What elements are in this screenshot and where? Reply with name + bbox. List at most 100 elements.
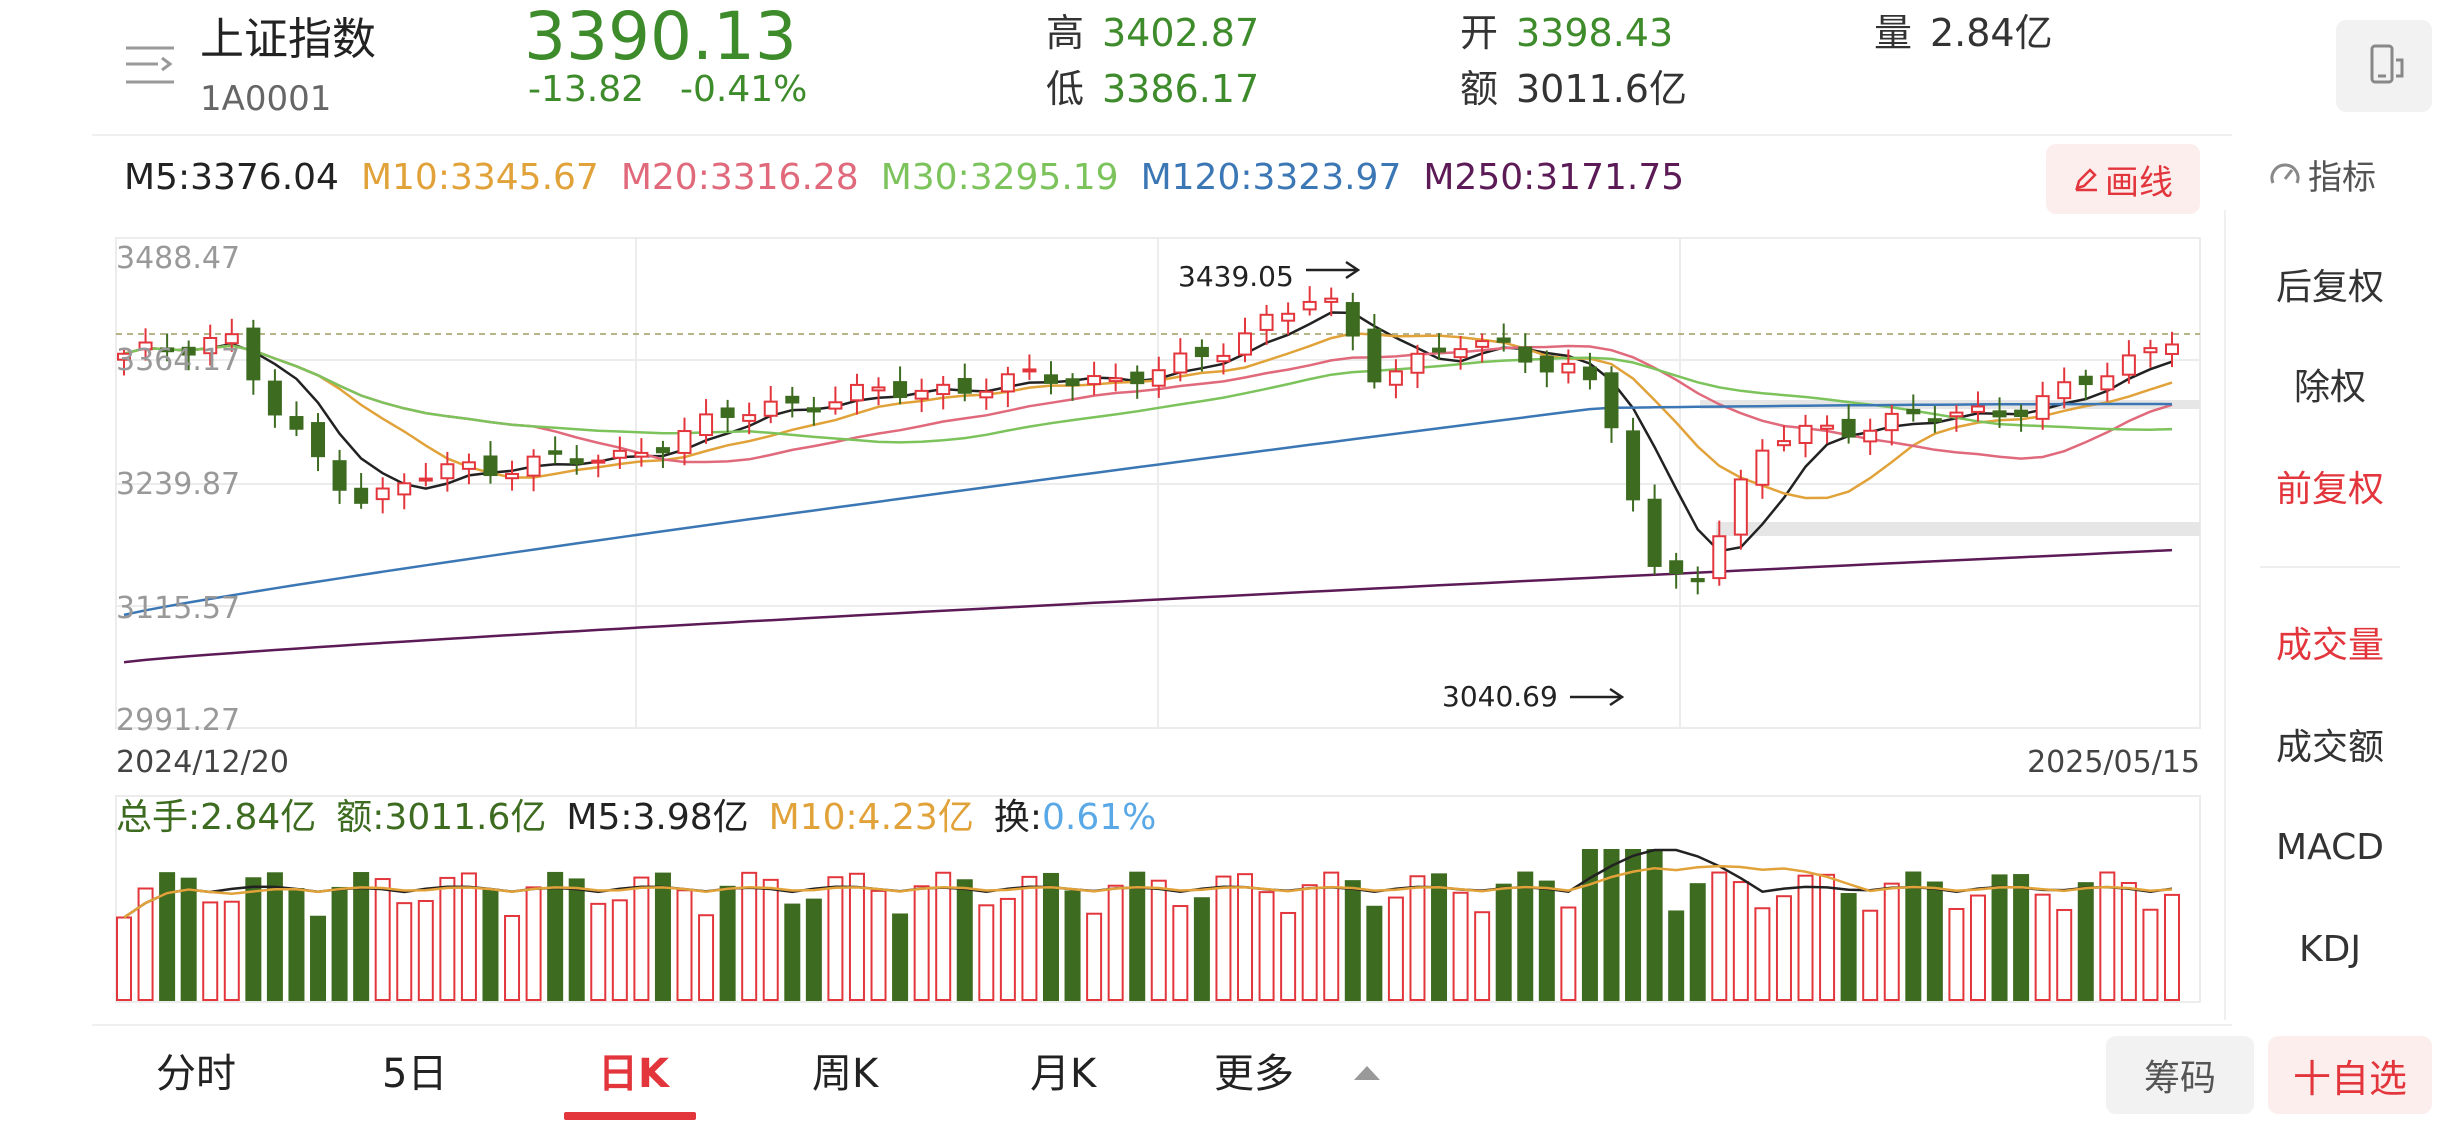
volume-bar xyxy=(892,913,909,1002)
volume-bar xyxy=(1581,849,1598,1001)
volume-bar xyxy=(784,903,801,1002)
screen-rotate-icon xyxy=(2370,44,2404,84)
candlestick xyxy=(2014,404,2029,432)
side-item-kdj[interactable]: KDJ xyxy=(2299,929,2361,970)
turnover-value: 0.61% xyxy=(1041,797,1157,838)
volume-bar xyxy=(978,904,995,1002)
volume-m5: M5:3.98亿 xyxy=(566,797,749,838)
candlestick xyxy=(1453,335,1468,370)
volume-bar xyxy=(1840,893,1857,1002)
caret-up-icon[interactable] xyxy=(1354,1066,1380,1080)
y-tick-label: 3239.87 xyxy=(116,467,240,502)
tab-more[interactable]: 更多 xyxy=(1214,1051,1294,1097)
candlestick xyxy=(1151,356,1166,398)
candlestick xyxy=(1841,404,1856,444)
volume-bar xyxy=(1280,911,1297,1001)
side-item-qfq[interactable]: 前复权 xyxy=(2275,469,2384,510)
screen-rotate-button[interactable] xyxy=(2336,20,2432,112)
volume-bar xyxy=(245,877,262,1002)
volume-bar xyxy=(1344,880,1361,1001)
ma-legend-m120: M120:3323.97 xyxy=(1140,157,1402,198)
y-tick-label: 3115.57 xyxy=(116,591,240,626)
volume-bar xyxy=(374,878,391,1001)
side-item-macd[interactable]: MACD xyxy=(2276,827,2384,868)
side-item-amount[interactable]: 成交额 xyxy=(2275,727,2384,768)
ma-legend-m5: M5:3376.04 xyxy=(124,157,339,198)
volume-bar xyxy=(676,889,693,1002)
ma-legend-m10: M10:3345.67 xyxy=(360,157,599,198)
indicator-button[interactable]: 指标 xyxy=(2268,152,2376,198)
candlestick xyxy=(2100,362,2115,402)
add-watchlist-button[interactable]: 十自选 xyxy=(2268,1036,2432,1114)
tab-monthly-k[interactable]: 月K xyxy=(1030,1051,1097,1097)
menu-icon[interactable] xyxy=(124,42,178,88)
volume-bar xyxy=(1560,906,1577,1001)
candlestick xyxy=(1043,361,1058,395)
side-item-hfq[interactable]: 后复权 xyxy=(2275,267,2384,308)
volume-bar xyxy=(1021,875,1038,1002)
candlestick xyxy=(893,366,908,405)
volume-bar xyxy=(741,871,758,1001)
volume-bar xyxy=(1991,874,2008,1002)
volume-bar xyxy=(1258,891,1275,1001)
volume-bar xyxy=(1969,894,1986,1001)
volume-bar xyxy=(2034,893,2051,1001)
candlestick xyxy=(763,385,778,424)
candlestick xyxy=(1733,469,1748,550)
side-item-volume[interactable]: 成交量 xyxy=(2275,625,2384,666)
max-price-annotation: 3439.05 xyxy=(1178,260,1294,293)
gap-band xyxy=(1716,522,2200,536)
candlestick xyxy=(785,386,800,418)
candlestick xyxy=(1518,333,1533,374)
candlestick xyxy=(1712,520,1727,586)
volume-bar xyxy=(1409,875,1426,1001)
candlestick xyxy=(418,462,433,487)
candlestick xyxy=(806,396,821,426)
candlestick xyxy=(1626,417,1641,512)
candlestick xyxy=(1669,552,1684,589)
price-change-pct: -0.41% xyxy=(680,69,808,110)
candlestick xyxy=(1432,333,1447,361)
volume-legend: 总手:2.84亿 额:3011.6亿 M5:3.98亿 M10:4.23亿 换:… xyxy=(116,798,1156,838)
candlestick xyxy=(332,449,347,504)
candlestick xyxy=(117,347,131,376)
volume-bar xyxy=(913,885,930,1001)
candlestick xyxy=(1539,350,1554,388)
volume-bar xyxy=(417,900,434,1001)
volume-bar xyxy=(1323,871,1340,1002)
volume-bar xyxy=(870,889,887,1002)
side-item-cq[interactable]: 除权 xyxy=(2293,367,2366,408)
tab-5day[interactable]: 5日 xyxy=(382,1051,448,1097)
tab-active-indicator xyxy=(564,1112,696,1120)
candlestick xyxy=(181,340,196,371)
candlestick xyxy=(1970,391,1985,422)
side-divider xyxy=(2260,566,2400,568)
volume-amount: 额:3011.6亿 xyxy=(336,797,547,838)
volume-bar xyxy=(1646,849,1663,1001)
tab-daily-k[interactable]: 日K xyxy=(598,1051,669,1097)
volume-bar xyxy=(439,876,456,1002)
open-value: 3398.43 xyxy=(1516,11,1674,55)
tab-weekly-k[interactable]: 周K xyxy=(812,1051,879,1097)
chips-button[interactable]: 筹码 xyxy=(2106,1036,2254,1114)
candlestick xyxy=(1798,414,1813,458)
candlestick xyxy=(375,477,390,514)
candlestick xyxy=(1281,302,1296,335)
candlestick xyxy=(1022,354,1037,380)
volume-bar xyxy=(1107,884,1124,1001)
draw-line-button[interactable]: 画线 xyxy=(2046,144,2200,214)
volume-bar xyxy=(1603,849,1620,1001)
header-divider xyxy=(92,134,2232,136)
tab-intraday[interactable]: 分时 xyxy=(156,1051,236,1097)
volume-bar xyxy=(654,872,671,1001)
candlestick xyxy=(849,373,864,415)
stock-name: 上证指数 xyxy=(200,14,376,65)
volume-bar xyxy=(1732,881,1749,1002)
volume-bar xyxy=(1452,891,1469,1001)
candlestick xyxy=(699,399,714,444)
min-arrow xyxy=(1570,687,1625,707)
candlestick xyxy=(160,333,175,362)
volume-bar xyxy=(1689,883,1706,1002)
volume-bar xyxy=(1495,883,1512,1002)
